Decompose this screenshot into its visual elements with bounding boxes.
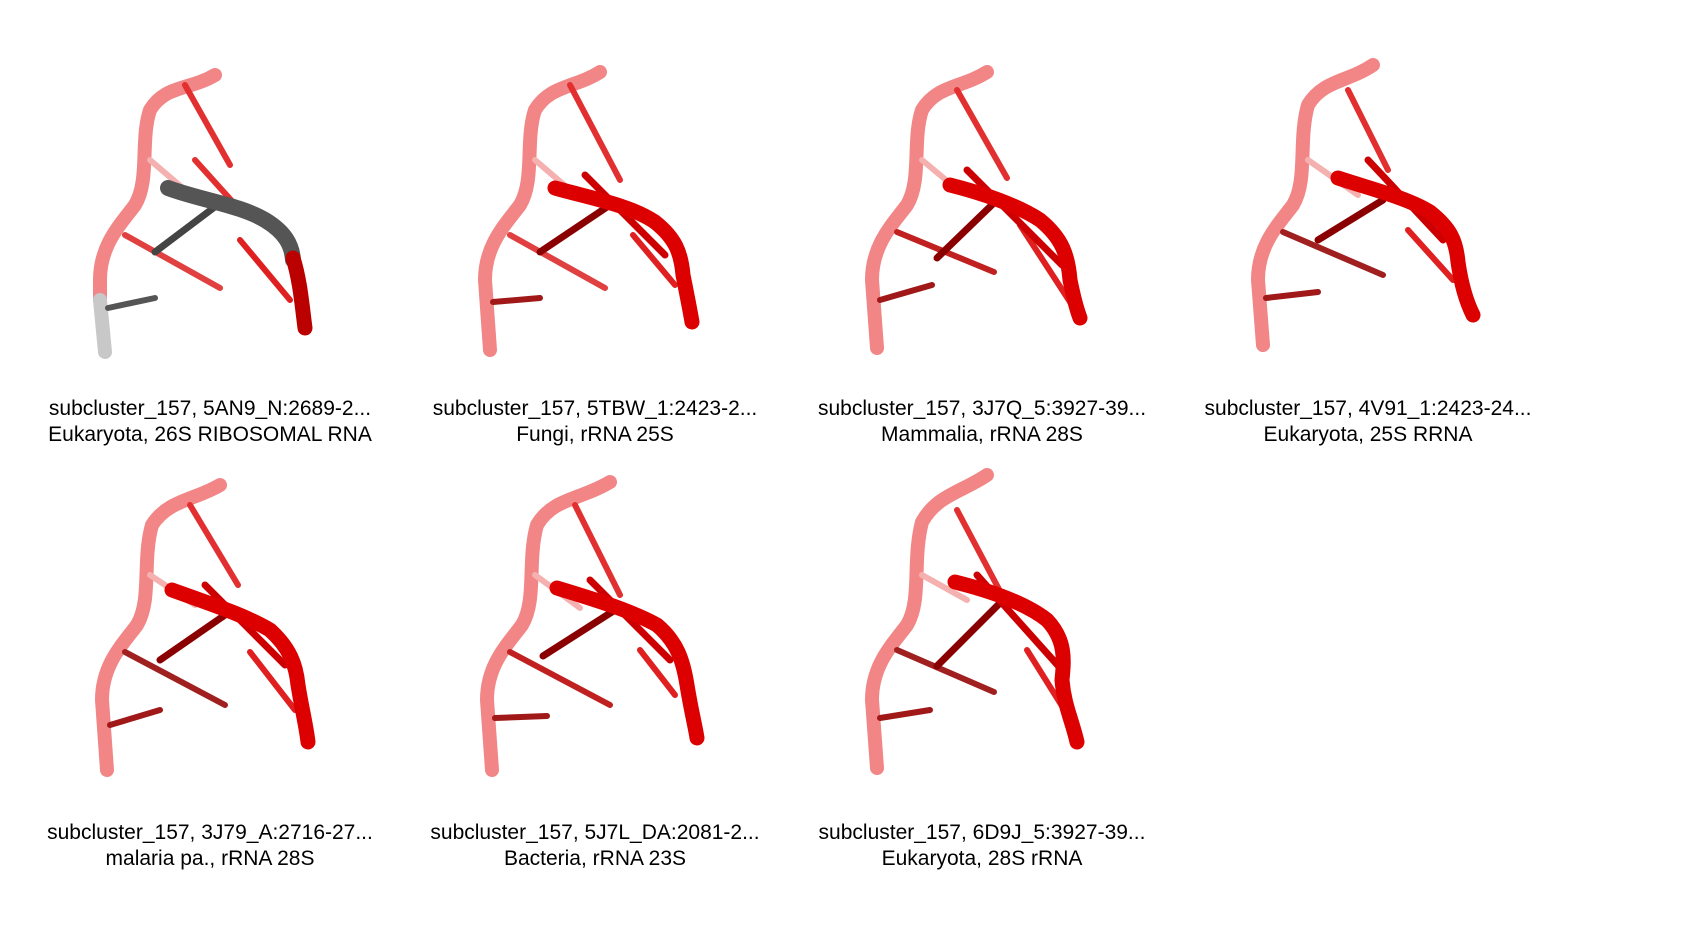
rna-structure-graphic xyxy=(865,468,1085,775)
structure-panel-3j7q: subcluster_157, 3J7Q_5:3927-39... Mammal… xyxy=(772,0,1192,470)
panel-title: subcluster_157, 5J7L_DA:2081-2... xyxy=(430,821,760,844)
panel-subtitle: Eukaryota, 25S RRNA xyxy=(1263,423,1473,446)
structure-panel-5j7l: subcluster_157, 5J7L_DA:2081-2... Bacter… xyxy=(385,420,805,890)
panel-title: subcluster_157, 3J7Q_5:3927-39... xyxy=(817,397,1147,420)
rna-structure-graphic xyxy=(478,65,700,357)
panel-subtitle: Mammalia, rRNA 28S xyxy=(881,423,1083,446)
structure-panel-5tbw: subcluster_157, 5TBW_1:2423-2... Fungi, … xyxy=(385,0,805,470)
panel-title: subcluster_157, 3J79_A:2716-27... xyxy=(47,821,373,844)
rna-structure-graphic xyxy=(95,478,316,777)
panel-title: subcluster_157, 4V91_1:2423-24... xyxy=(1204,397,1532,420)
panel-subtitle: malaria pa., rRNA 28S xyxy=(105,847,315,870)
rna-structure-graphic xyxy=(1251,58,1481,352)
rna-structure-graphic xyxy=(480,475,705,777)
panel-subtitle: Bacteria, rRNA 23S xyxy=(503,847,687,870)
rna-structure-graphic xyxy=(865,65,1088,355)
structure-panel-3j79: subcluster_157, 3J79_A:2716-27... malari… xyxy=(0,420,420,890)
panel-title: subcluster_157, 6D9J_5:3927-39... xyxy=(818,821,1146,844)
panel-subtitle: Eukaryota, 26S RIBOSOMAL RNA xyxy=(48,423,372,446)
panel-subtitle: Fungi, rRNA 25S xyxy=(516,423,674,446)
panel-subtitle: Eukaryota, 28S rRNA xyxy=(881,847,1083,870)
structure-panel-4v91: subcluster_157, 4V91_1:2423-24... Eukary… xyxy=(1158,0,1578,470)
panel-title: subcluster_157, 5TBW_1:2423-2... xyxy=(432,397,758,420)
structure-panel-5an9: subcluster_157, 5AN9_N:2689-2... Eukaryo… xyxy=(0,0,420,470)
panel-title: subcluster_157, 5AN9_N:2689-2... xyxy=(48,397,372,420)
structure-panel-6d9j: subcluster_157, 6D9J_5:3927-39... Eukary… xyxy=(772,420,1192,890)
rna-structure-graphic xyxy=(93,68,313,359)
